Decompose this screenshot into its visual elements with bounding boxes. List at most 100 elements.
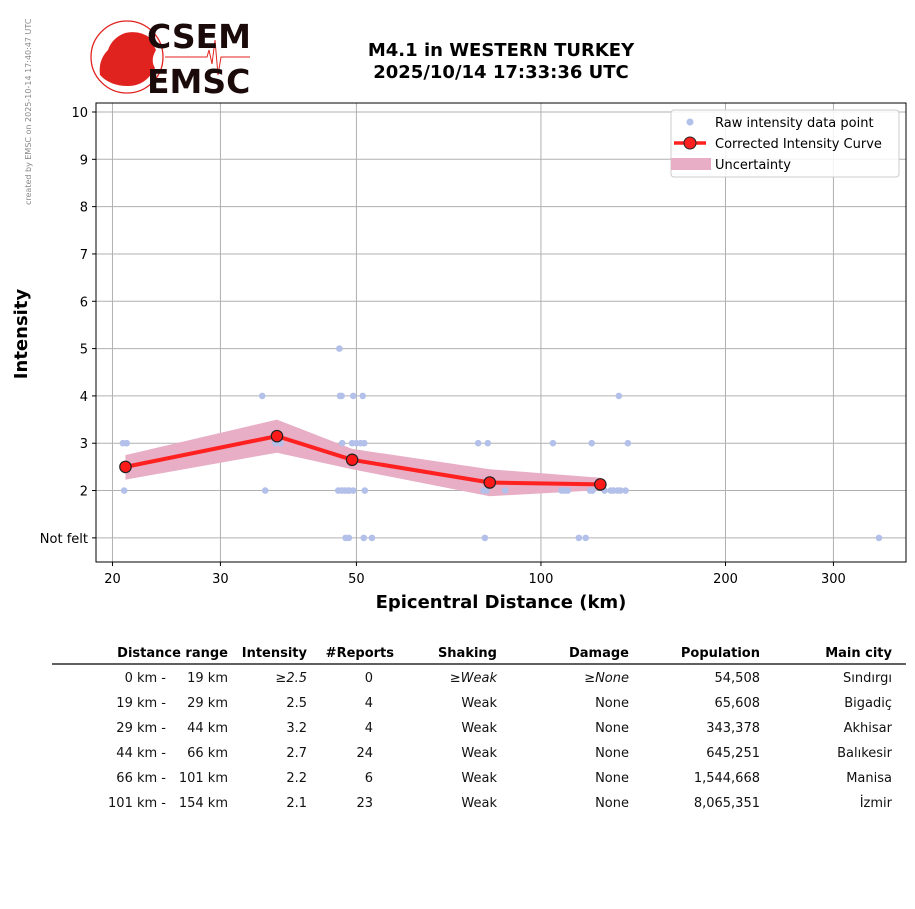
- table-cell-population: 343,378: [706, 721, 760, 736]
- raw-data-point: [575, 534, 583, 542]
- raw-data-point: [338, 392, 345, 400]
- raw-data-point: [875, 534, 883, 542]
- legend: Raw intensity data point Corrected Inten…: [670, 109, 900, 178]
- intensity-curve-point: [345, 453, 359, 467]
- table-cell-dist-to: 154 km: [179, 796, 228, 811]
- table-cell-damage: None: [595, 771, 629, 786]
- table-cell-city: Manisa: [846, 771, 892, 786]
- raw-data-point: [123, 439, 131, 447]
- intensity-curve-point: [119, 460, 132, 474]
- table-cell-shaking: Weak: [461, 796, 497, 811]
- raw-data-point: [361, 487, 369, 494]
- chart-title-line2: 2025/10/14 17:33:36 UTC: [373, 62, 629, 83]
- raw-data-point: [474, 439, 482, 447]
- x-tick-label: 20: [104, 572, 121, 587]
- table-cell-dist-to: 29 km: [187, 696, 228, 711]
- table-cell-dist-from: 44 km -: [116, 746, 166, 761]
- table-cell-city: Balıkesir: [837, 746, 893, 761]
- raw-data-point: [481, 534, 489, 542]
- table-row: 101 km - 154 km 2.1 23 Weak None 8,065,351 İzmi…: [108, 795, 893, 811]
- table-cell-intensity: 2.2: [286, 771, 307, 786]
- x-tick-label: 30: [212, 572, 229, 587]
- legend-uncertainty-swatch: [671, 158, 711, 170]
- raw-data-point: [349, 487, 357, 494]
- table-row: 44 km - 66 km 2.7 24 Weak None 645,251 Balıkesi…: [116, 746, 892, 761]
- y-tick-label: 4: [80, 390, 88, 405]
- y-tick-label: 9: [80, 153, 88, 168]
- table-header-cell: Distance range: [117, 646, 228, 661]
- raw-data-point: [120, 487, 128, 494]
- table-cell-intensity: 2.1: [286, 796, 307, 811]
- y-tick-label: 7: [80, 248, 88, 263]
- table-cell-dist-to: 66 km: [187, 746, 228, 761]
- raw-data-point: [360, 534, 368, 542]
- y-tick-label: 3: [80, 437, 88, 452]
- table-cell-city: Bigadiç: [844, 696, 892, 711]
- raw-data-point: [617, 487, 624, 494]
- table-row: 19 km - 29 km 2.5 4 Weak None 65,608 Bigadiç: [116, 696, 892, 711]
- legend-curve-label: Corrected Intensity Curve: [715, 137, 882, 152]
- raw-data-point: [622, 487, 629, 494]
- x-tick-label: 100: [529, 572, 554, 587]
- table-cell-city: Akhisar: [844, 721, 893, 736]
- uncertainty-band: [125, 419, 601, 497]
- table-cell-population: 54,508: [715, 671, 761, 686]
- table-cell-damage: None: [595, 696, 629, 711]
- curve-group: [119, 429, 607, 491]
- raw-data-point: [359, 392, 367, 400]
- y-tick-label: Not felt: [40, 532, 88, 547]
- table-cell-damage: None: [595, 796, 629, 811]
- raw-data-point: [564, 487, 572, 494]
- table-cell-reports: 23: [356, 796, 373, 811]
- y-axis-label: Intensity: [11, 289, 32, 380]
- table-cell-shaking: Weak: [461, 746, 497, 761]
- table-header-cell: Shaking: [438, 646, 497, 661]
- table-cell-shaking: Weak: [461, 721, 497, 736]
- raw-data-point: [483, 487, 490, 494]
- raw-data-point: [258, 392, 266, 400]
- uncertainty-band-group: [125, 419, 601, 497]
- table-row: 0 km - 19 km ≥2.5 0 ≥Weak ≥None 54,508 Sındırgı: [125, 671, 892, 686]
- table-cell-intensity: 2.7: [286, 746, 307, 761]
- legend-raw-label: Raw intensity data point: [715, 116, 874, 131]
- table-cell-population: 645,251: [706, 746, 760, 761]
- raw-data-point: [261, 487, 269, 494]
- table-header-cell: Main city: [825, 646, 892, 661]
- raw-data-point: [501, 487, 509, 494]
- table-cell-city: İzmir: [860, 795, 893, 811]
- plot-frame: [95, 102, 907, 563]
- table-cell-city: Sındırgı: [843, 671, 892, 686]
- table-header-cell: Population: [681, 646, 760, 661]
- y-tick-label: 2: [80, 485, 88, 500]
- table-row: 66 km - 101 km 2.2 6 Weak None 1,544,668 Manisa: [116, 771, 892, 786]
- table-cell-shaking: ≥Weak: [450, 671, 498, 686]
- raw-data-point: [484, 439, 492, 447]
- raw-data-point: [349, 392, 357, 400]
- x-tick-label: 300: [821, 572, 846, 587]
- table-cell-intensity: 3.2: [286, 721, 307, 736]
- table-cell-shaking: Weak: [461, 771, 497, 786]
- table-cell-dist-to: 44 km: [187, 721, 228, 736]
- table-cell-intensity: 2.5: [286, 696, 307, 711]
- table-cell-reports: 0: [365, 671, 373, 686]
- raw-data-point: [624, 439, 632, 447]
- table-cell-dist-to: 19 km: [187, 671, 228, 686]
- raw-data-point: [338, 439, 346, 447]
- tick-labels: 20 30 50 100 200 300 Not felt 2 3 4 5 6 7 8 9 10: [40, 106, 846, 587]
- x-tick-label: 50: [348, 572, 365, 587]
- table-cell-population: 65,608: [715, 696, 761, 711]
- raw-points-group: [119, 345, 883, 542]
- x-tick-label: 200: [713, 572, 738, 587]
- y-tick-label: 5: [80, 343, 88, 358]
- intensity-table: Distance range Intensity #Reports Shaking Da…: [52, 646, 906, 811]
- table-cell-dist-from: 66 km -: [116, 771, 166, 786]
- raw-data-point: [368, 534, 376, 542]
- emsc-logo: CSEM EMSC: [90, 17, 251, 101]
- logo-text-emsc: EMSC: [147, 62, 250, 101]
- raw-data-point: [549, 439, 557, 447]
- table-cell-intensity: ≥2.5: [275, 671, 307, 686]
- legend-curve-marker: [683, 136, 697, 150]
- table-cell-dist-from: 101 km -: [108, 796, 166, 811]
- intensity-curve-point: [270, 429, 284, 443]
